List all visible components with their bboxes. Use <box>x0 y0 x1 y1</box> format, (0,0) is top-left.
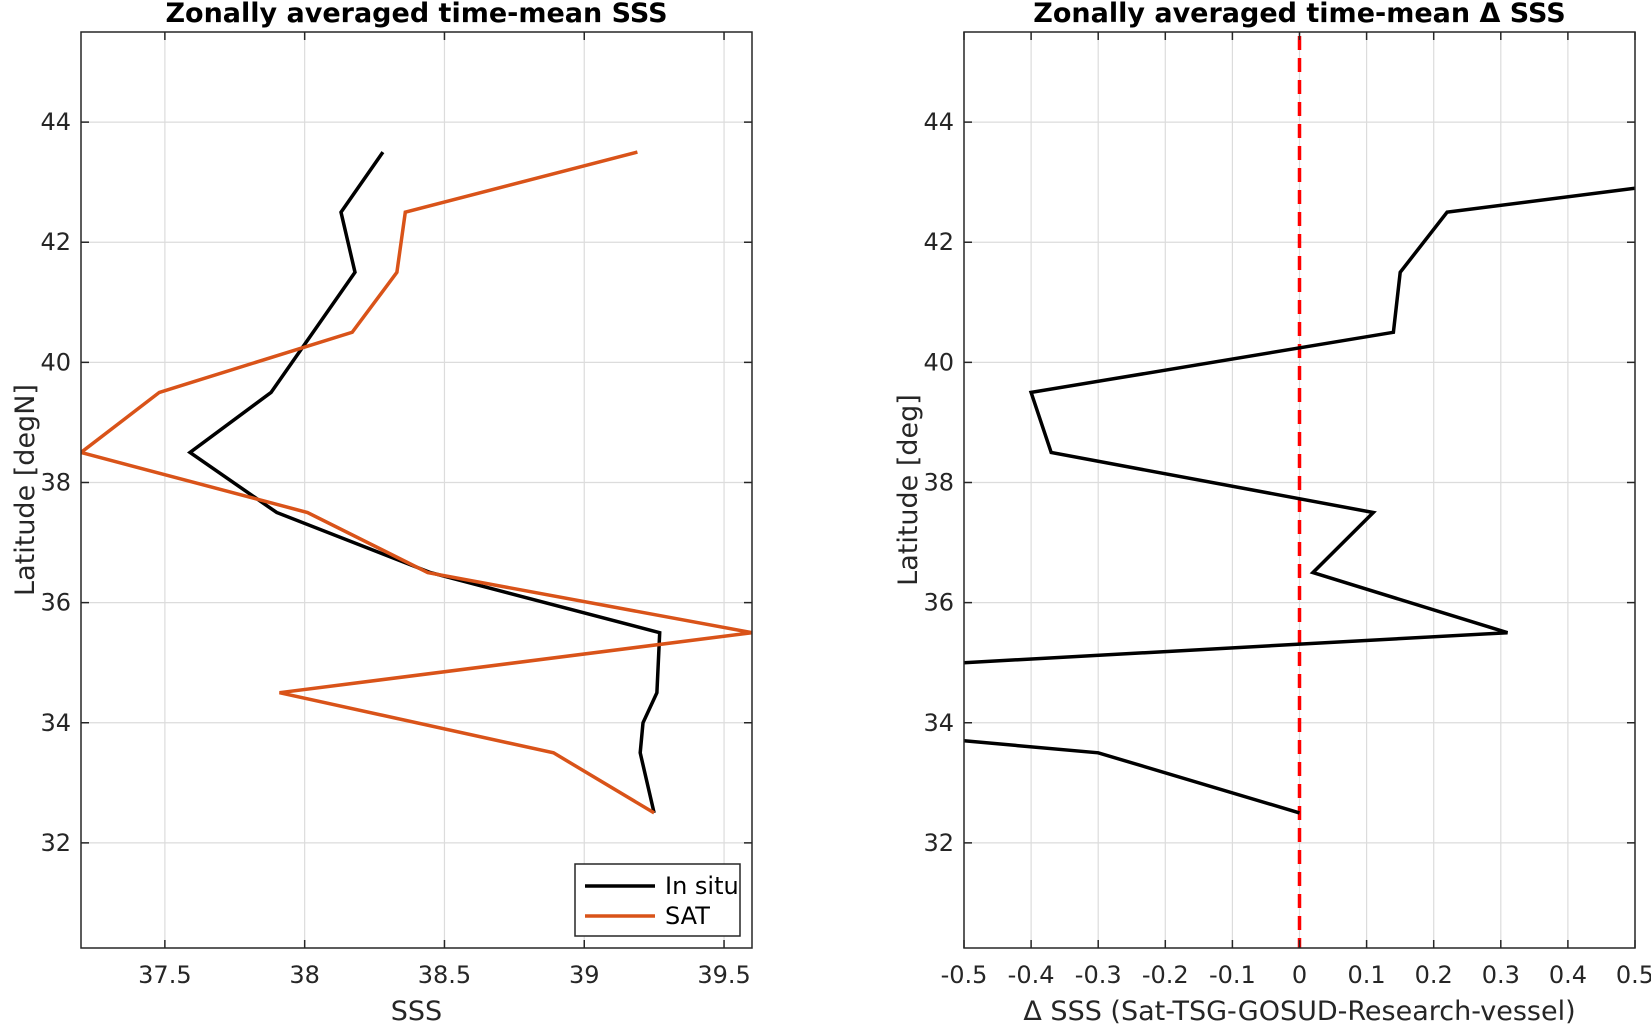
y-tick-label: 34 <box>40 709 71 737</box>
y-tick-label: 44 <box>40 108 71 136</box>
x-tick-label: 39 <box>569 961 600 989</box>
y-axis-label: Latitude [degN] <box>10 384 41 596</box>
chart-delta-sss: Zonally averaged time-mean Δ SSS Δ SSS (… <box>893 0 1651 1025</box>
x-tick-label: 0.3 <box>1482 961 1520 989</box>
x-tick-label: 0 <box>1292 961 1307 989</box>
series-line-segment-2 <box>964 186 1635 665</box>
legend-label: SAT <box>665 902 710 930</box>
x-tick-label: 38 <box>289 961 320 989</box>
x-tick-label: -0.1 <box>1209 961 1256 989</box>
x-tick-label: 37.5 <box>138 961 191 989</box>
axes-frame <box>80 31 753 949</box>
y-tick-label: 34 <box>923 709 954 737</box>
axes-box <box>80 31 753 949</box>
x-tick-label: -0.4 <box>1008 961 1055 989</box>
y-axis-label: Latitude [deg] <box>893 394 924 586</box>
axes-frame <box>963 31 1636 949</box>
legend-box <box>574 863 741 937</box>
chart-sss: Zonally averaged time-mean SSS SSS Latit… <box>10 0 753 1025</box>
series-line-segment-1 <box>964 739 1301 815</box>
x-tick-label: 38.5 <box>418 961 471 989</box>
chart-title: Zonally averaged time-mean Δ SSS <box>1033 0 1565 29</box>
data-series <box>964 186 1635 815</box>
y-tick-label: 32 <box>923 829 954 857</box>
y-tick-label: 32 <box>40 829 71 857</box>
y-tick-label: 38 <box>40 468 71 496</box>
series-line-sat <box>81 150 752 815</box>
tick-labels: -0.5 -0.4 -0.3 -0.2 -0.1 0 0.1 0.2 0.3 0.4 0.5 32 34… <box>923 108 1651 989</box>
x-axis-label: Δ SSS (Sat-TSG-GOSUD-Research-vessel) <box>1023 996 1575 1025</box>
tick-labels: 37.5 38 38.5 39 39.5 32 34 36 38 40 42 44 <box>40 108 750 989</box>
y-tick-label: 40 <box>923 348 954 376</box>
x-tick-label: 0.5 <box>1616 961 1651 989</box>
x-tick-label: -0.3 <box>1075 961 1122 989</box>
y-tick-label: 42 <box>923 228 954 256</box>
series-line-in-situ <box>186 151 662 814</box>
y-tick-label: 36 <box>40 589 71 617</box>
x-tick-label: 0.4 <box>1549 961 1587 989</box>
x-tick-label: 0.2 <box>1415 961 1453 989</box>
data-series <box>81 150 752 815</box>
x-tick-label: 39.5 <box>697 961 750 989</box>
legend-label: In situ <box>665 872 739 900</box>
y-tick-label: 44 <box>923 108 954 136</box>
x-tick-label: 0.1 <box>1348 961 1386 989</box>
grid-lines <box>81 32 752 948</box>
y-tick-label: 38 <box>923 468 954 496</box>
chart-title: Zonally averaged time-mean SSS <box>165 0 667 29</box>
x-axis-label: SSS <box>391 996 442 1025</box>
x-tick-label: -0.5 <box>941 961 988 989</box>
y-tick-label: 40 <box>40 348 71 376</box>
y-tick-label: 42 <box>40 228 71 256</box>
y-tick-label: 36 <box>923 589 954 617</box>
x-tick-label: -0.2 <box>1142 961 1189 989</box>
